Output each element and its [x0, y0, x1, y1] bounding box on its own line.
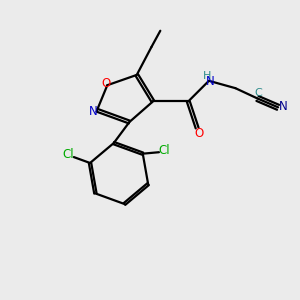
Text: N: N — [279, 100, 288, 113]
Text: N: N — [206, 75, 215, 88]
Text: O: O — [194, 127, 203, 140]
Text: N: N — [89, 105, 98, 118]
Text: Cl: Cl — [158, 144, 170, 157]
Text: C: C — [254, 88, 262, 98]
Text: Cl: Cl — [63, 148, 74, 161]
Text: O: O — [101, 77, 110, 90]
Text: H: H — [203, 70, 212, 80]
